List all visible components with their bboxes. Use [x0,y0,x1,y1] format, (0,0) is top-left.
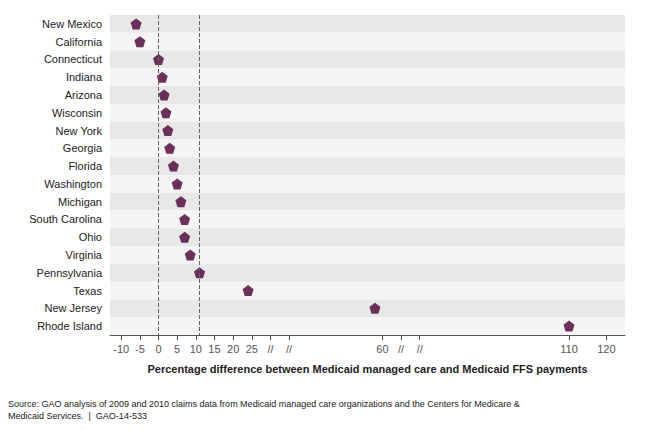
svg-text:110: 110 [560,343,578,355]
svg-text:-5: -5 [135,343,145,355]
svg-text:Texas: Texas [73,285,102,297]
svg-text:New Mexico: New Mexico [42,18,102,30]
svg-text:Michigan: Michigan [58,196,102,208]
svg-text:Medicaid Services. | GAO-14-: Medicaid Services. | GAO-14-533 [8,411,147,421]
svg-text://: // [398,343,405,355]
svg-text:New Jersey: New Jersey [45,302,103,314]
svg-text:Source: GAO analysis of 2009 a: Source: GAO analysis of 2009 and 2010 cl… [8,399,520,409]
svg-text:25: 25 [246,343,258,355]
svg-text://: // [286,343,293,355]
svg-text:60: 60 [376,343,388,355]
svg-text:Florida: Florida [68,160,103,172]
svg-text:5: 5 [174,343,180,355]
svg-text:California: California [56,36,103,48]
svg-text:Arizona: Arizona [65,89,103,101]
svg-text:Georgia: Georgia [63,142,103,154]
svg-text:Ohio: Ohio [79,231,102,243]
svg-text:Percentage difference between: Percentage difference between Medicaid m… [147,363,587,375]
svg-text://: // [267,343,274,355]
svg-text:10: 10 [190,343,202,355]
svg-text:20: 20 [227,343,239,355]
svg-text:Pennsylvania: Pennsylvania [37,267,103,279]
svg-text:Rhode Island: Rhode Island [37,320,102,332]
svg-text:15: 15 [208,343,220,355]
svg-text:Connecticut: Connecticut [44,53,102,65]
svg-text:120: 120 [597,343,615,355]
svg-text:Virginia: Virginia [66,249,103,261]
svg-text:New York: New York [56,125,103,137]
svg-text:Wisconsin: Wisconsin [52,107,102,119]
svg-text://: // [417,343,424,355]
svg-text:0: 0 [155,343,161,355]
svg-text:Washington: Washington [44,178,102,190]
svg-text:Indiana: Indiana [66,71,103,83]
svg-text:-10: -10 [113,343,129,355]
svg-text:South Carolina: South Carolina [29,213,103,225]
